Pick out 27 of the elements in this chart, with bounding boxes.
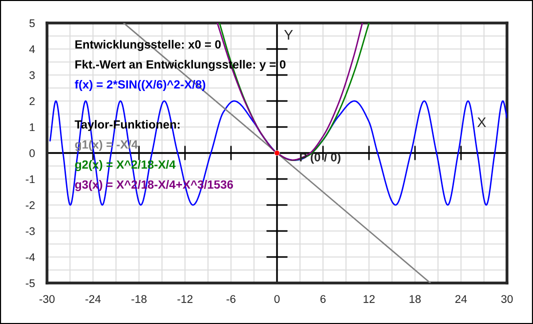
annotation: Entwicklungsstelle: x0 = 0: [75, 40, 221, 51]
y-tick-label: 2: [30, 97, 35, 106]
y-tick-label: 3: [29, 71, 35, 80]
annotation: P (0 / 0): [300, 152, 340, 164]
x-tick-label: -6: [226, 295, 236, 303]
y-tick-label: -4: [26, 253, 35, 262]
y-tick-label: -2: [26, 201, 35, 210]
y-tick-label: -5: [26, 279, 35, 288]
y-tick-label: 0: [29, 149, 35, 158]
y-tick-label: -1: [26, 175, 35, 184]
x-tick-label: 18: [410, 295, 421, 303]
x-tick-label: 12: [364, 295, 375, 303]
series-label: f(x) = 2*SIN((X/6)^2-X/8): [74, 80, 206, 91]
x-tick-label: -24: [85, 295, 101, 303]
y-tick-label: -3: [26, 227, 35, 236]
x-tick-label: 0: [274, 295, 280, 303]
x-tick-label: -12: [177, 295, 192, 303]
x-axis-title: X: [477, 117, 486, 127]
x-tick-label: 30: [501, 295, 513, 303]
y-axis-title: Y: [284, 30, 293, 40]
y-tick-label: 4: [29, 45, 35, 54]
x-tick-label: -18: [131, 295, 147, 303]
x-tick-label: 6: [320, 295, 326, 303]
x-tick-label: 24: [455, 295, 467, 303]
y-tick-label: 5: [29, 19, 35, 28]
y-tick-label: 1: [30, 123, 35, 132]
x-tick-label: -30: [39, 295, 55, 303]
